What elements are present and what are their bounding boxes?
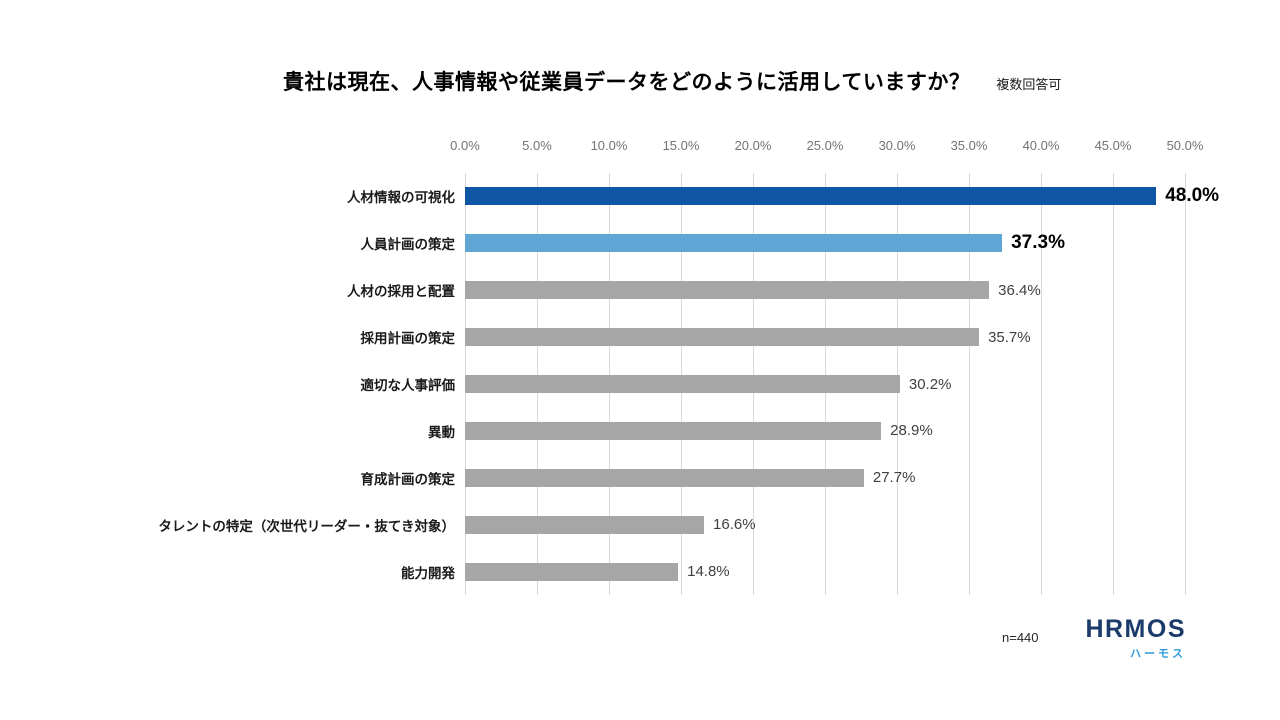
bar-row: 人員計画の策定 37.3%	[143, 220, 1243, 267]
value-label: 30.2%	[908, 375, 952, 393]
hrmos-logo: HRMOS ハーモス	[1076, 615, 1186, 661]
bar-track: 27.7%	[465, 468, 1185, 487]
value-label: 36.4%	[998, 281, 1041, 299]
category-label: タレントの特定（次世代リーダー・抜てき対象）	[158, 518, 455, 534]
x-axis-tick-label: 50.0%	[1166, 138, 1204, 153]
category-label: 人員計画の策定	[360, 237, 456, 253]
bar-row: 人材情報の可視化 48.0%	[143, 173, 1243, 220]
bar-track: 30.2%	[465, 375, 1185, 393]
bar-row: 人材の採用と配置 36.4%	[143, 267, 1243, 314]
bar-track: 37.3%	[465, 232, 1185, 254]
bar	[465, 187, 1157, 206]
value-label: 35.7%	[988, 328, 1031, 346]
value-label: 37.3%	[1011, 232, 1065, 254]
bar	[465, 515, 705, 534]
value-label: 16.6%	[713, 516, 756, 534]
x-axis-tick-label: 10.0%	[590, 138, 628, 153]
bar-row: 異動 28.9%	[143, 407, 1243, 454]
category-label: 異動	[428, 424, 455, 440]
chart-title: 貴社は現在、人事情報や従業員データをどのように活用していますか？	[283, 71, 971, 94]
x-axis-tick-label: 30.0%	[878, 138, 916, 153]
bar-rows: 人材情報の可視化 48.0% 人員計画の策定 37.3% 人材の採用と配置 36.4% 採用…	[143, 173, 1243, 595]
bar-track: 14.8%	[465, 562, 1185, 581]
x-axis-tick-label: 0.0%	[450, 138, 480, 153]
x-axis-tick-label: 25.0%	[806, 138, 844, 153]
bar	[465, 468, 864, 487]
gridline	[969, 173, 970, 595]
bar-row: 採用計画の策定 35.7%	[143, 314, 1243, 361]
x-axis-tick-row: 0.0% 5.0% 10.0% 15.0% 20.0% 25.0% 30.0% 35.0% 40…	[143, 138, 1243, 156]
category-label: 人材の採用と配置	[347, 284, 455, 300]
bar-row: タレントの特定（次世代リーダー・抜てき対象） 16.6%	[143, 501, 1243, 548]
category-label: 採用計画の策定	[360, 331, 456, 347]
value-label: 48.0%	[1165, 185, 1220, 207]
bar	[465, 281, 990, 300]
bar-track: 16.6%	[465, 515, 1185, 534]
category-label: 能力開発	[401, 565, 455, 581]
value-label: 27.7%	[872, 469, 916, 487]
bar-track: 36.4%	[465, 281, 1185, 300]
bar-chart: 人材情報の可視化 48.0% 人員計画の策定 37.3% 人材の採用と配置 36.4% 採用…	[143, 173, 1243, 595]
chart-note-multiple-answers: 複数回答可	[996, 77, 1062, 92]
bar-row: 適切な人事評価 30.2%	[143, 361, 1243, 408]
gridline	[1041, 173, 1042, 595]
gridline	[1185, 173, 1186, 595]
x-axis-tick-label: 35.0%	[950, 138, 988, 153]
bar	[465, 328, 980, 347]
x-axis-tick-label: 40.0%	[1022, 138, 1060, 153]
hrmos-logo-subtext: ハーモス	[1130, 647, 1186, 660]
value-label: 28.9%	[890, 422, 933, 440]
hrmos-logo-text: HRMOS	[1085, 615, 1186, 643]
x-axis-tick-label: 45.0%	[1094, 138, 1132, 153]
bar-track: 48.0%	[465, 185, 1219, 207]
category-label: 育成計画の策定	[360, 471, 456, 487]
chart-title-row: 貴社は現在、人事情報や従業員データをどのように活用していますか？ 複数回答可	[283, 66, 1061, 96]
bar	[465, 421, 882, 440]
bar-track: 35.7%	[465, 328, 1185, 347]
sample-size-label: n=440	[1002, 630, 1039, 645]
bar-row: 育成計画の策定 27.7%	[143, 454, 1243, 501]
bar	[465, 234, 1003, 253]
gridline	[1113, 173, 1114, 595]
x-axis-tick-label: 5.0%	[522, 138, 552, 153]
bar	[465, 562, 679, 581]
category-label: 人材情報の可視化	[347, 190, 455, 206]
bar	[465, 375, 900, 393]
x-axis-tick-label: 20.0%	[734, 138, 772, 153]
bar-row: 能力開発 14.8%	[143, 548, 1243, 595]
category-label: 適切な人事評価	[360, 378, 456, 393]
x-axis-tick-label: 15.0%	[662, 138, 700, 153]
bar-track: 28.9%	[465, 421, 1185, 440]
value-label: 14.8%	[687, 563, 730, 581]
